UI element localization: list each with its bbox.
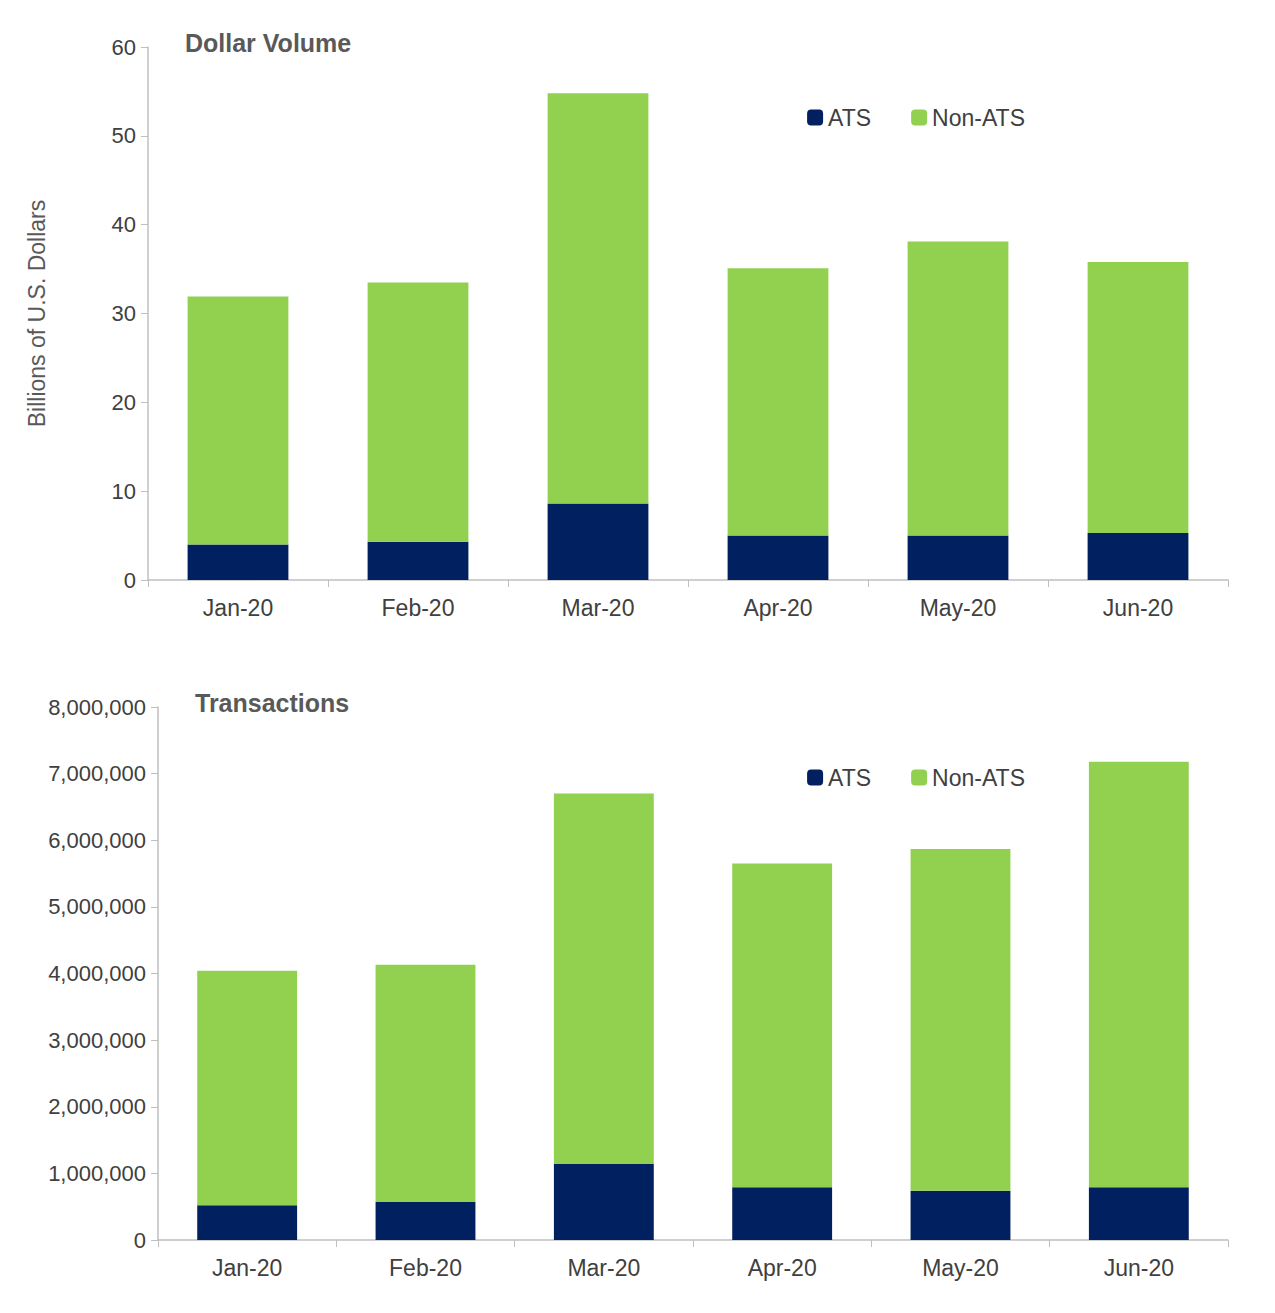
- svg-text:Non-ATS: Non-ATS: [932, 765, 1025, 791]
- svg-text:Jan-20: Jan-20: [212, 1255, 282, 1281]
- svg-text:3,000,000: 3,000,000: [48, 1028, 146, 1053]
- svg-text:Dollar Volume: Dollar Volume: [185, 29, 351, 57]
- svg-text:Mar-20: Mar-20: [562, 595, 635, 621]
- svg-text:60: 60: [112, 35, 136, 60]
- svg-text:20: 20: [112, 390, 136, 415]
- svg-text:50: 50: [112, 123, 136, 148]
- svg-text:Apr-20: Apr-20: [748, 1255, 817, 1281]
- svg-text:4,000,000: 4,000,000: [48, 961, 146, 986]
- svg-text:Jun-20: Jun-20: [1103, 595, 1173, 621]
- svg-text:May-20: May-20: [920, 595, 997, 621]
- svg-text:30: 30: [112, 301, 136, 326]
- svg-text:5,000,000: 5,000,000: [48, 894, 146, 919]
- svg-text:8,000,000: 8,000,000: [48, 695, 146, 720]
- svg-text:May-20: May-20: [922, 1255, 999, 1281]
- svg-text:Billions of U.S. Dollars: Billions of U.S. Dollars: [24, 200, 50, 428]
- svg-text:7,000,000: 7,000,000: [48, 761, 146, 786]
- svg-text:Feb-20: Feb-20: [382, 595, 455, 621]
- svg-text:ATS: ATS: [828, 765, 871, 791]
- svg-text:Feb-20: Feb-20: [389, 1255, 462, 1281]
- svg-text:Transactions: Transactions: [195, 689, 349, 717]
- svg-text:Mar-20: Mar-20: [567, 1255, 640, 1281]
- svg-text:0: 0: [124, 568, 136, 593]
- svg-text:40: 40: [112, 212, 136, 237]
- svg-text:1,000,000: 1,000,000: [48, 1161, 146, 1186]
- svg-text:2,000,000: 2,000,000: [48, 1094, 146, 1119]
- svg-text:ATS: ATS: [828, 105, 871, 131]
- svg-text:Jun-20: Jun-20: [1104, 1255, 1174, 1281]
- svg-text:6,000,000: 6,000,000: [48, 828, 146, 853]
- svg-text:Jan-20: Jan-20: [203, 595, 273, 621]
- svg-text:10: 10: [112, 479, 136, 504]
- svg-text:Apr-20: Apr-20: [743, 595, 812, 621]
- svg-text:Non-ATS: Non-ATS: [932, 105, 1025, 131]
- svg-text:0: 0: [134, 1228, 146, 1253]
